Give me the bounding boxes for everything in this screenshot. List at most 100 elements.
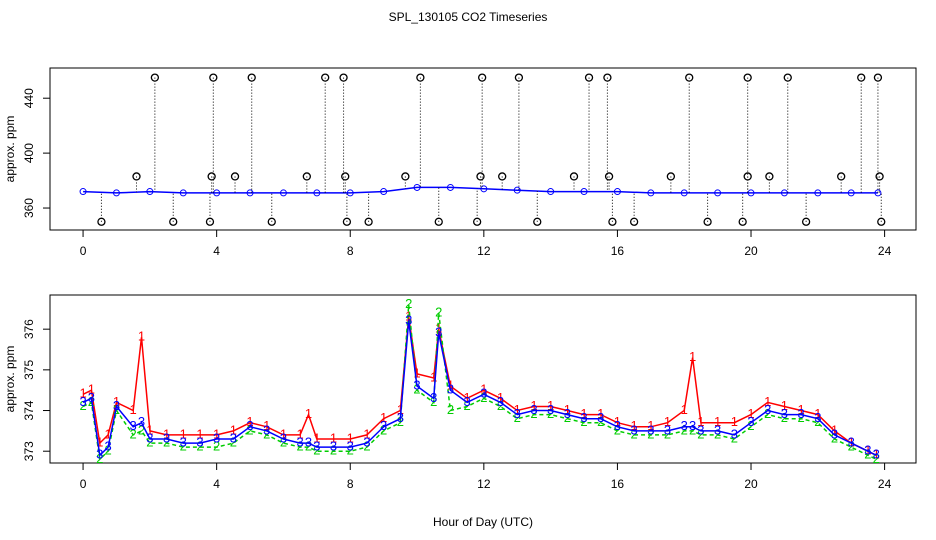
point-marker: 2 xyxy=(313,443,320,458)
x-tick-label: 20 xyxy=(744,477,758,491)
x-tick-label: 24 xyxy=(878,244,892,258)
point-marker: 3 xyxy=(714,422,721,437)
point-marker: 1 xyxy=(681,402,688,417)
point-marker: 1 xyxy=(347,430,354,445)
point-marker: 1 xyxy=(305,406,312,421)
x-tick-label: 20 xyxy=(744,244,758,258)
point-marker: 3 xyxy=(514,406,521,421)
point xyxy=(313,189,321,197)
point-marker: 3 xyxy=(597,410,604,425)
point-marker: 2 xyxy=(564,410,571,425)
point-marker: 3 xyxy=(146,430,153,445)
point-marker: 1 xyxy=(580,406,587,421)
point-marker: 1 xyxy=(814,406,821,421)
point-marker: 2 xyxy=(297,439,304,454)
point-marker: 2 xyxy=(363,439,370,454)
point-marker: 3 xyxy=(163,430,170,445)
outlier-point xyxy=(703,217,712,226)
point-marker: 1 xyxy=(405,308,412,323)
point xyxy=(714,189,722,197)
point-marker: 1 xyxy=(781,398,788,413)
outlier-point xyxy=(247,73,256,82)
point-marker: 2 xyxy=(430,394,437,409)
point-marker: 2 xyxy=(305,439,312,454)
point-marker: 3 xyxy=(180,435,187,450)
x-tick-label: 8 xyxy=(347,244,354,258)
point-marker: 2 xyxy=(480,390,487,405)
outlier-point xyxy=(783,73,792,82)
point-marker: 3 xyxy=(864,443,871,458)
point-marker: 1 xyxy=(263,418,270,433)
point-marker: 2 xyxy=(413,382,420,397)
outlier-point xyxy=(738,217,747,226)
point xyxy=(847,189,855,197)
x-tick-label: 0 xyxy=(80,244,87,258)
point-marker: 1 xyxy=(88,382,95,397)
point-marker: 3 xyxy=(873,447,880,462)
point-marker: 1 xyxy=(764,394,771,409)
point-marker: 2 xyxy=(731,430,738,445)
point-marker: 1 xyxy=(96,435,103,450)
point-marker: 1 xyxy=(397,402,404,417)
point-marker: 2 xyxy=(747,418,754,433)
point-marker: 1 xyxy=(313,430,320,445)
point-marker: 3 xyxy=(547,402,554,417)
point-marker: 2 xyxy=(764,406,771,421)
point-marker: 1 xyxy=(180,426,187,441)
point-marker: 1 xyxy=(413,365,420,380)
outlier-point xyxy=(267,217,276,226)
point-marker: 1 xyxy=(113,394,120,409)
point-marker: 2 xyxy=(689,422,696,437)
point-marker: 1 xyxy=(697,414,704,429)
point xyxy=(513,186,521,194)
outlier-point xyxy=(169,217,178,226)
point-marker: 3 xyxy=(764,402,771,417)
point-marker: 3 xyxy=(330,439,337,454)
point-marker: 2 xyxy=(347,443,354,458)
outlier-point xyxy=(473,217,482,226)
point-marker: 1 xyxy=(747,406,754,421)
chart-title: SPL_130105 CO2 Timeseries xyxy=(389,10,548,24)
point-marker: 1 xyxy=(104,426,111,441)
point-marker: 3 xyxy=(447,382,454,397)
outlier-point xyxy=(514,73,524,82)
point-marker: 2 xyxy=(146,435,153,450)
point-marker: 2 xyxy=(797,410,804,425)
point-marker: 1 xyxy=(380,410,387,425)
point-marker: 3 xyxy=(831,426,838,441)
point-marker: 3 xyxy=(435,325,442,340)
point-marker: 3 xyxy=(530,402,537,417)
point-marker: 2 xyxy=(230,435,237,450)
point-marker: 3 xyxy=(464,394,471,409)
series-line xyxy=(83,186,878,194)
point-marker: 2 xyxy=(96,451,103,466)
point xyxy=(112,189,120,197)
point-marker: 1 xyxy=(864,443,871,458)
point-marker: 1 xyxy=(213,426,220,441)
plot-box xyxy=(49,67,917,231)
point-marker: 2 xyxy=(664,426,671,441)
point xyxy=(346,189,354,197)
point xyxy=(413,183,421,191)
outlier-point xyxy=(584,73,594,82)
point-marker: 3 xyxy=(814,410,821,425)
point-marker: 1 xyxy=(647,418,654,433)
point-marker: 3 xyxy=(564,406,571,421)
point-marker: 2 xyxy=(330,443,337,458)
y-tick-label: 360 xyxy=(22,198,36,218)
outlier-point xyxy=(207,172,216,181)
point-marker: 3 xyxy=(689,418,696,433)
point-marker: 2 xyxy=(864,447,871,462)
y-tick-label: 400 xyxy=(22,143,36,163)
outlier-point xyxy=(364,217,373,226)
point-marker: 1 xyxy=(631,418,638,433)
point-marker: 1 xyxy=(430,369,437,384)
point-marker: 2 xyxy=(163,435,170,450)
x-tick-label: 24 xyxy=(878,477,892,491)
series-line xyxy=(82,320,877,457)
point-marker: 1 xyxy=(246,414,253,429)
outlier-point xyxy=(608,217,617,226)
point-marker: 3 xyxy=(413,378,420,393)
outlier-point xyxy=(205,217,215,226)
